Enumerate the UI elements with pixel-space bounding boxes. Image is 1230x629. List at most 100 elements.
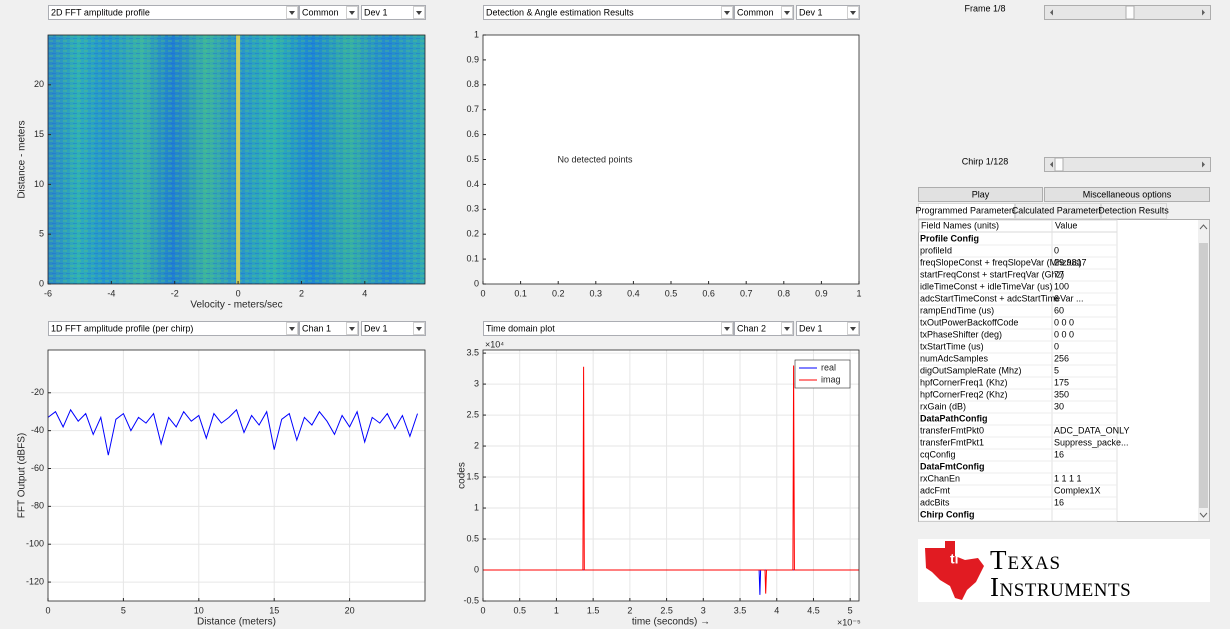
tab[interactable] [1101,203,1167,219]
scrollbar-thumb[interactable] [1199,243,1208,508]
heatmap-zero-band [236,35,241,284]
x-tick-label: 0.7 [740,288,753,298]
dropdown-arrow [850,11,856,15]
table-cell: 6 [1054,293,1059,303]
x-tick-label: 1 [856,288,861,298]
slider-thumb[interactable] [1054,157,1064,172]
y-tick-label: -100 [26,539,44,549]
dropdown-arrow [349,327,355,331]
y-tick-label: 0.5 [466,154,479,164]
tab[interactable] [918,203,1015,219]
y-multiplier: ×10⁴ [485,339,504,349]
data-line [483,365,859,594]
dropdown-arrow [850,327,856,331]
dropdown-label: Chan 2 [737,323,766,333]
y-tick-label: 3.5 [466,347,479,357]
table-cell: digOutSampleRate (Mhz) [920,365,1022,375]
x-tick-label: -6 [44,288,52,298]
dropdown[interactable] [796,5,860,20]
x-tick-label: 2 [299,288,304,298]
dropdown[interactable] [734,5,794,20]
scroll-up[interactable] [1199,224,1208,230]
y-tick-label: -0.5 [463,595,479,605]
dropdown-arrow [349,11,355,15]
table-cell: 77 [1054,269,1064,279]
y-tick-label: 0 [474,278,479,288]
dropdown[interactable] [299,321,359,336]
x-multiplier: ×10⁻⁵ [837,617,861,627]
y-tick-label: 1 [474,502,479,512]
table-cell: 175 [1054,377,1069,387]
table-cell: freqSlopeConst + freqSlopeVar (Mhz/us) [920,257,1082,267]
table-header-cell: Field Names (units) [921,220,999,230]
dropdown-label: Common [302,7,339,17]
y-tick-label: -80 [31,501,44,511]
plot-area [483,350,859,601]
y-axis-label: FFT Output (dBFS) [17,433,28,518]
y-tick-label: 0.9 [466,54,479,64]
y-tick-label: 0.5 [466,533,479,543]
button-label: Play [972,189,990,199]
y-tick-label: 10 [34,179,44,189]
dropdown-label: Common [737,7,774,17]
plot-frame [47,349,426,602]
slider-thumb[interactable] [1125,5,1135,20]
button-label: Miscellaneous options [1083,189,1172,199]
x-tick-label: 1.5 [587,605,600,615]
chart: 0 0.1 0.2 0.3 0.4 0.5 0.6 0.7 0.8 0.9 1 0 0.1 0.2 0.3 0… [466,29,861,298]
y-tick-label: 1 [474,29,479,39]
chirp-label: Chirp 1/128 [962,156,1009,166]
x-tick-label: 2.5 [660,605,673,615]
x-axis-label: Distance (meters) [197,617,276,628]
table-cell: 0 [1054,341,1059,351]
dropdown[interactable] [796,321,860,336]
scroll-down[interactable] [1199,512,1208,518]
y-tick-label: 2.5 [466,409,479,419]
x-tick-label: 15 [269,605,279,615]
table-cell: 0 0 0 [1054,317,1074,327]
y-axis-label: codes [457,462,468,489]
table-cell: transferFmtPkt0 [920,425,984,435]
x-tick-label: 0.1 [514,288,527,298]
dropdown[interactable] [734,321,794,336]
x-tick-label: 3 [701,605,706,615]
dropdown[interactable] [483,5,734,20]
x-tick-label: 0.8 [778,288,791,298]
x-tick-label: 5 [121,605,126,615]
dropdown[interactable] [361,321,426,336]
tab-label: Programmed Parameters [915,205,1017,215]
dropdown-arrow [784,327,790,331]
tab[interactable] [1015,203,1101,219]
y-tick-label: 0.6 [466,129,479,139]
slider-track[interactable] [1044,157,1211,172]
plot-frame [482,349,860,602]
dropdown[interactable] [299,5,359,20]
table [918,219,1210,522]
button[interactable] [1044,187,1210,202]
x-tick-label: -4 [107,288,115,298]
x-tick-label: 0.2 [552,288,565,298]
table-cell: numAdcSamples [920,353,989,363]
logo-word: Instruments [990,572,1131,602]
x-tick-label: 0.9 [815,288,828,298]
x-axis-label: Velocity - meters/sec [190,300,282,311]
x-axis-label: time (seconds) → [632,617,710,628]
dropdown[interactable] [361,5,426,20]
table-cell: rampEndTime (us) [920,305,994,315]
dropdown-label: Dev 1 [364,323,388,333]
y-tick-label: 0.7 [466,104,479,114]
table-cell: hpfCornerFreq1 (Khz) [920,377,1008,387]
x-tick-label: 0.6 [702,288,715,298]
dropdown[interactable] [48,321,299,336]
dropdown[interactable] [48,5,299,20]
x-tick-label: -2 [171,288,179,298]
y-tick-label: 0.2 [466,229,479,239]
dropdown[interactable] [483,321,734,336]
button[interactable] [918,187,1043,202]
plot-area [48,350,425,601]
x-tick-label: 10 [194,605,204,615]
table-section: DataPathConfig [920,413,988,423]
y-tick-label: 0 [39,278,44,288]
